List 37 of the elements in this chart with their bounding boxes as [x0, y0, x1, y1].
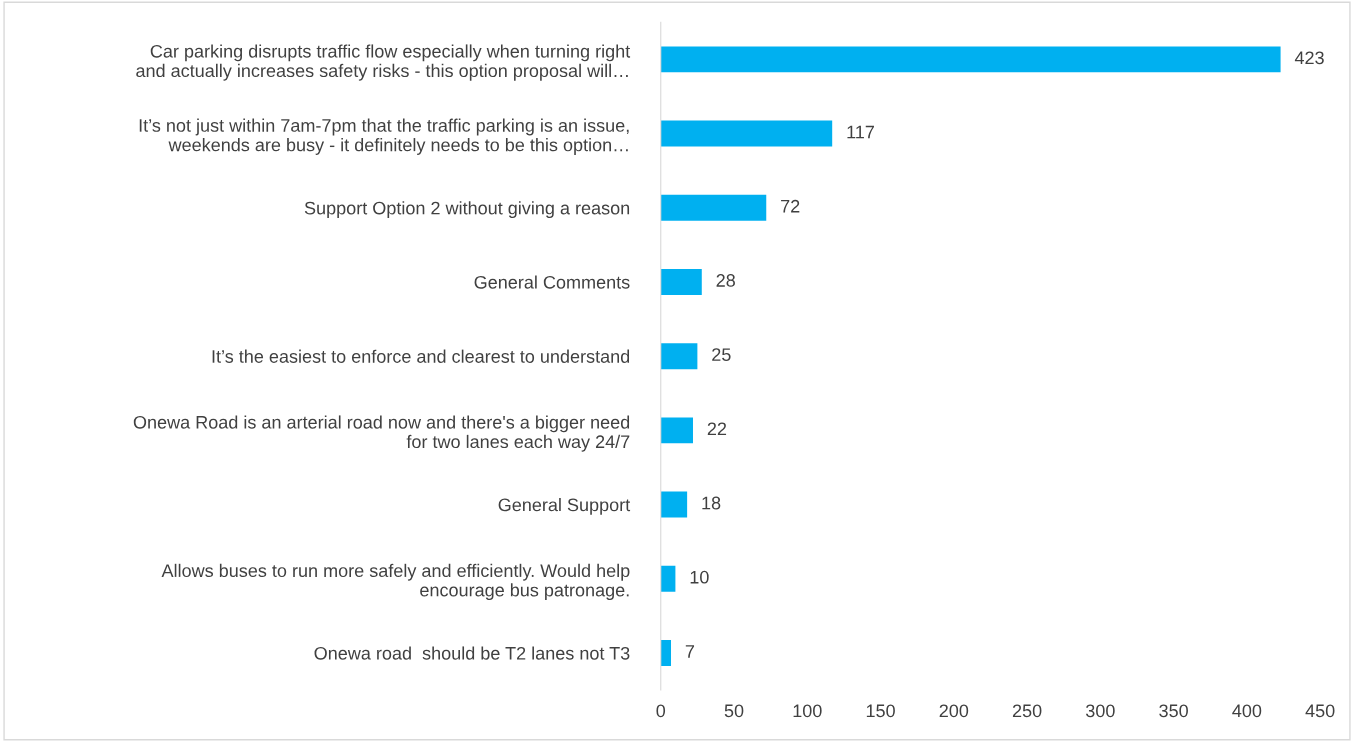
y-tick-label: Onewa road should be T2 lanes not T3: [314, 646, 630, 660]
y-tick-label: Onewa Road is an arterial road now and there's a bigger need for two lanes each way 24/7: [133, 415, 630, 452]
x-tick-label: 0: [656, 704, 666, 718]
x-tick-label: 250: [1012, 704, 1042, 718]
bar: [660, 120, 833, 147]
data-label: 7: [685, 645, 695, 658]
x-tick-label: 150: [866, 704, 895, 718]
data-label: 28: [716, 274, 735, 287]
y-tick-label: General Support: [498, 498, 631, 515]
data-label: 423: [1294, 51, 1324, 65]
bar: [660, 268, 702, 295]
y-tick-label: Car parking disrupts traffic flow especially when turning right and actually increases safety risks - this option proposal will…: [136, 44, 631, 81]
data-label: 117: [847, 125, 874, 139]
x-tick-label: 50: [724, 704, 744, 718]
x-tick-label: 200: [939, 704, 969, 718]
y-tick-label: It’s not just within 7am-7pm that the traffic parking is an issue, weekends are busy - it definitely needs to be this option…: [139, 118, 629, 155]
bar: [660, 565, 676, 592]
bar: [660, 491, 688, 518]
x-tick-label: 400: [1232, 704, 1262, 718]
y-tick-label: Support Option 2 without giving a reason: [304, 201, 630, 219]
data-label: 10: [690, 570, 709, 584]
bar: [660, 417, 693, 444]
bar: [660, 194, 767, 221]
x-tick-label: 300: [1085, 704, 1115, 718]
x-tick-label: 350: [1159, 704, 1188, 718]
x-tick-label: 450: [1305, 704, 1335, 718]
x-tick-label: 100: [793, 704, 822, 718]
data-label: 18: [702, 496, 721, 510]
data-label: 22: [707, 422, 727, 436]
y-tick-label: It’s the easiest to enforce and clearest to understand: [212, 349, 630, 363]
y-tick-label: General Comments: [474, 275, 630, 289]
bar: [660, 46, 1281, 73]
data-label: 72: [781, 199, 800, 213]
bar: [660, 343, 698, 370]
y-tick-label: Allows buses to run more safely and efficiently. Would help encourage bus patronage.: [161, 563, 630, 601]
bar: [660, 639, 672, 666]
data-label: 25: [712, 348, 731, 362]
